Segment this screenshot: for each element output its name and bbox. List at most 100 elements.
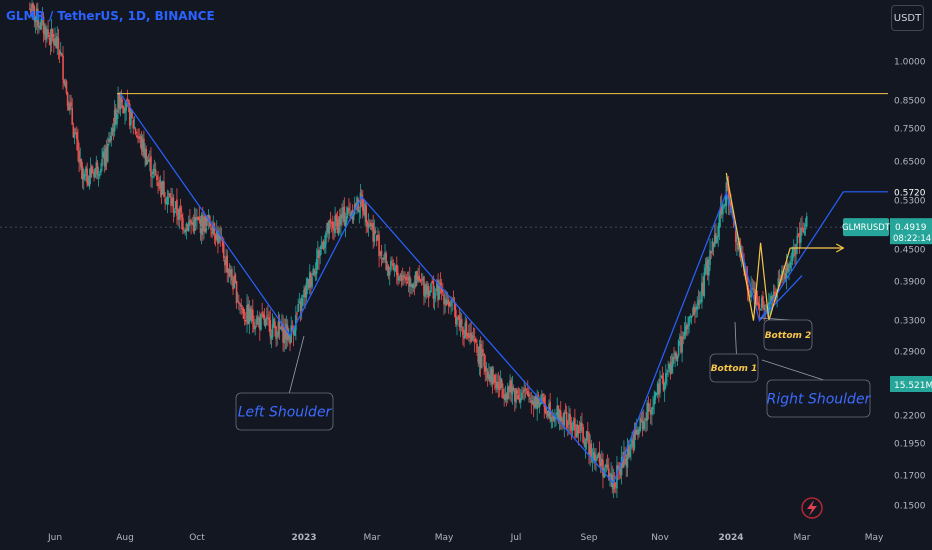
candle-body: [50, 28, 53, 43]
candle-body: [676, 356, 679, 362]
candle-body: [127, 102, 130, 105]
candle-body: [649, 409, 652, 415]
candle-body: [246, 305, 248, 322]
candle-body: [570, 422, 573, 431]
candle-body: [663, 383, 666, 391]
candle-body: [297, 303, 299, 312]
candle-body: [492, 376, 495, 383]
candle-body: [202, 216, 204, 232]
candle-body: [184, 230, 186, 233]
candle-body: [708, 265, 710, 276]
candle-body: [397, 272, 399, 281]
candle-body: [378, 234, 380, 257]
lightning-icon[interactable]: [801, 497, 823, 519]
candle-body: [361, 198, 364, 211]
candle-body: [558, 410, 561, 422]
time-tick-label: Nov: [651, 533, 669, 543]
candle-body: [685, 324, 688, 330]
time-axis[interactable]: Jun Aug Oct 2023 Mar May Jul Sep Nov 2024 Mar May: [47, 533, 884, 543]
candle-body: [55, 37, 57, 48]
candle-body: [192, 222, 195, 232]
candle-body: [476, 344, 478, 354]
candle-body: [512, 388, 515, 390]
candle-body: [262, 313, 265, 317]
candle-body: [732, 212, 735, 220]
candle-body: [404, 276, 406, 278]
candle-body: [434, 290, 437, 292]
currency-button[interactable]: USDT: [891, 5, 924, 31]
candle-body: [112, 128, 115, 132]
candle-body: [772, 292, 775, 300]
candle-body: [325, 232, 327, 245]
candle-body: [628, 450, 631, 457]
candle-body: [305, 283, 308, 298]
candle-body: [625, 458, 628, 466]
candle-body: [206, 218, 209, 221]
candle-body: [226, 255, 229, 273]
candle-body: [137, 137, 139, 139]
candle-body: [552, 415, 555, 422]
candle-body: [171, 198, 174, 204]
candle-body: [283, 328, 286, 344]
candle-body: [101, 158, 103, 167]
candle-body: [702, 282, 704, 295]
candle-body: [156, 175, 158, 180]
candle-body: [635, 429, 638, 435]
candle-body: [337, 218, 340, 235]
candle-body: [778, 278, 781, 280]
candle-body: [425, 284, 428, 294]
candle-body: [84, 173, 86, 176]
candle-body: [183, 230, 185, 232]
candle-body: [718, 214, 721, 229]
candle-body: [89, 167, 92, 178]
candle-body: [391, 260, 393, 262]
candle-body: [256, 317, 259, 325]
candle-body: [582, 426, 584, 443]
candle-body: [794, 247, 796, 256]
candle-body: [495, 381, 497, 389]
candle-body: [542, 393, 544, 396]
candle-body: [791, 248, 794, 262]
time-tick-label: May: [435, 533, 454, 543]
candle-body: [440, 287, 443, 293]
candle-body: [632, 440, 635, 451]
symbol-title[interactable]: GLMR / TetherUS, 1D, BINANCE: [6, 9, 215, 23]
candle-body: [232, 280, 234, 290]
candle-body: [383, 257, 385, 261]
candle-body: [651, 407, 653, 415]
price-tick-label: 0.5300: [894, 197, 926, 207]
candle-body: [401, 278, 404, 280]
candle-body: [517, 394, 520, 400]
candle-body: [293, 329, 296, 336]
candle-body: [377, 236, 379, 240]
candle-body: [787, 263, 789, 272]
candle-body: [58, 50, 61, 55]
price-tick-label: 0.2900: [894, 348, 926, 358]
candle-body: [606, 464, 609, 468]
candle-body: [179, 207, 182, 213]
candle-body: [243, 319, 246, 321]
candle-body: [291, 327, 294, 330]
symbol-badge-label: GLMRUSDT: [842, 223, 891, 233]
candle-body: [599, 461, 602, 467]
candle-body: [646, 403, 648, 421]
candle-body: [303, 289, 305, 298]
price-tick-label: 0.6500: [894, 158, 926, 168]
candle-body: [470, 332, 472, 342]
price-axis[interactable]: 1.0000 0.8500 0.7500 0.6500 0.5300 0.4500 0.39…: [894, 58, 926, 512]
candle-body: [412, 283, 415, 289]
candle-body: [94, 168, 96, 178]
candle-body: [182, 217, 184, 230]
candle-body: [421, 278, 424, 281]
candle-body: [204, 215, 206, 233]
candle-body: [429, 290, 431, 296]
candle-body: [587, 432, 589, 434]
candle-body: [783, 272, 786, 274]
candle-body: [673, 357, 675, 360]
candle-body: [467, 335, 470, 338]
right-shoulder-callout: Right Shoulder: [761, 359, 872, 418]
time-tick-label: Mar: [794, 533, 811, 543]
last-price-badge: [890, 218, 932, 245]
candle-body: [79, 158, 82, 163]
